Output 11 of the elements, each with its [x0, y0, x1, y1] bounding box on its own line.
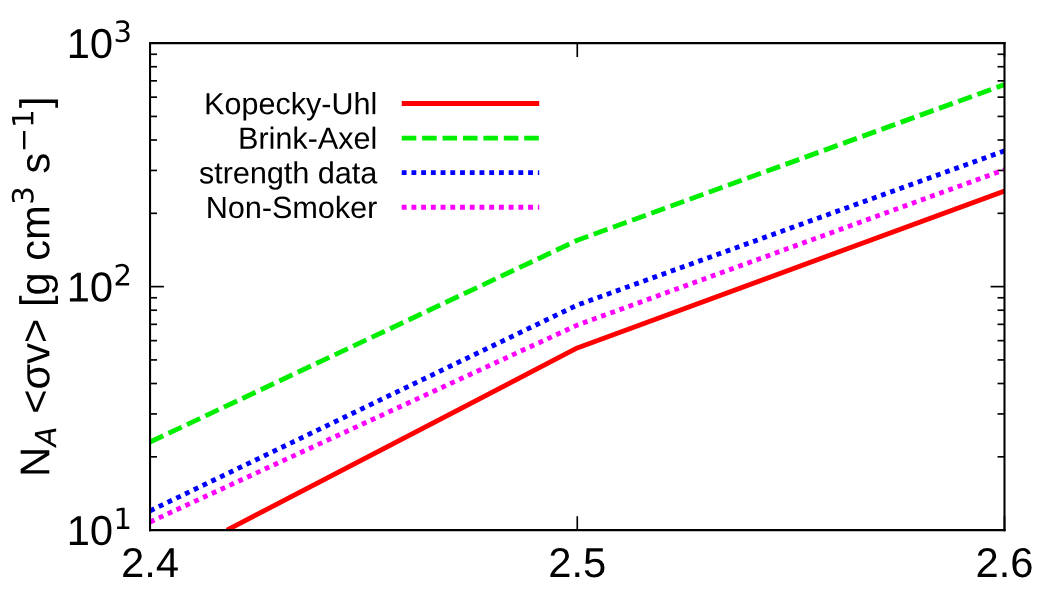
legend-label: Brink-Axel	[240, 126, 376, 150]
x-tick-label: 2.4	[123, 547, 178, 577]
legend-label: strength data	[199, 161, 378, 190]
y-tick-label: 10$^{2}$	[69, 263, 130, 302]
y-tick-label: 10$^{1}$	[69, 507, 130, 546]
x-tick-label: 2.6	[977, 547, 1032, 578]
y-tick-label: 10$^{3}$	[69, 20, 130, 59]
legend-label: Non-Smoker	[208, 195, 377, 219]
legend-label: Kopecky-Uhl	[206, 92, 376, 121]
x-tick-label: 2.5	[550, 547, 605, 578]
y-axis-title: N$_{A}$ <σv> [g cm$^{3}$ s$^{−1}$]	[11, 99, 58, 474]
